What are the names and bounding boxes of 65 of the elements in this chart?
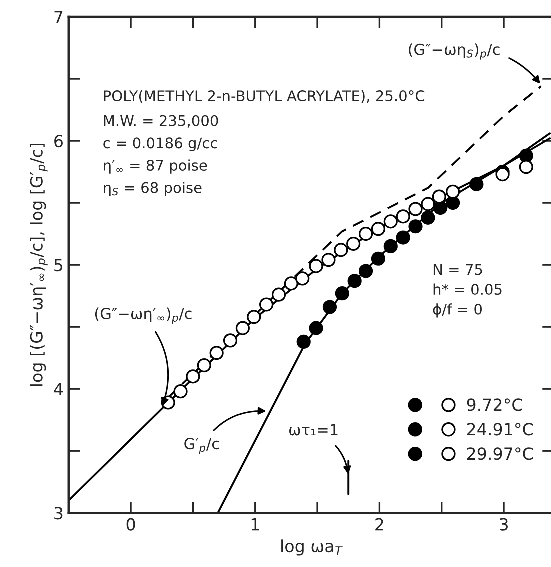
point [296,334,311,350]
point [408,220,423,234]
annotation: M.W. = 235,000 [104,115,218,128]
point [446,184,460,199]
point [309,321,324,336]
point [358,264,374,278]
point [197,358,212,373]
point [384,214,398,229]
point [496,167,510,182]
annotation: η$_{S}$ = 68 poise [104,182,202,196]
legend-label: 29.97°C [467,448,533,460]
annotation: POLY(METHYL 2-n-BUTYL ACRYLATE), 25.0°C [104,90,425,104]
point [236,321,250,336]
point [421,210,436,225]
y-tick-label: 7 [54,11,63,24]
legend-label: 24.91°C [467,423,533,436]
annotation: (G″−ωη′$_{∞}$)$_{p}$/c [95,308,192,324]
point [335,286,350,301]
annotation: η′$_{∞}$ = 87 poise [104,160,208,174]
point [247,310,262,324]
annotation: ϕ/f = 0 [433,304,482,318]
point [421,197,436,212]
point [432,190,446,204]
point [284,276,298,291]
annotation: c = 0.0186 g/cc [104,138,218,152]
y-axis-title: log [(G″−ωη′$_{∞}$)$_{p}$/c], log [G′$_{p}$/c] [30,144,48,386]
point [371,222,386,236]
point [272,288,286,302]
point [210,346,224,360]
point [348,274,362,288]
annotation: ωτ₁=1 [289,424,338,436]
point [322,300,338,314]
point [396,210,410,224]
point [174,384,188,399]
annotation: N = 75 [434,264,482,276]
point [322,253,336,268]
x-axis-title: log ωa$_{T}$ [282,540,343,556]
point [446,196,460,210]
point [396,230,410,245]
point [470,177,484,192]
point [334,243,348,258]
point [519,160,534,174]
annotation: h* = 0.05 [434,284,502,296]
point [309,259,324,274]
point [519,148,534,163]
point [371,252,386,266]
point [186,370,200,384]
x-tick-label: 1 [252,518,260,531]
y-tick-label: 6 [54,135,63,148]
y-tick-label: 4 [54,383,64,396]
y-tick-label: 3 [54,507,63,520]
x-tick-label: 0 [126,518,136,531]
point [346,236,361,252]
point [358,227,374,242]
point [384,239,398,254]
x-tick-label: 3 [500,518,508,531]
point [408,202,423,216]
annotation: (G″−ωη$_{S}$)$_{p}$/c [409,44,500,60]
point [223,334,238,348]
y-tick-label: 5 [54,259,63,272]
point [296,272,310,286]
legend-label: 9.72°C [467,398,522,412]
x-tick-label: 2 [376,518,384,531]
annotation: G′$_{p}$/c [184,438,220,454]
point [260,298,274,312]
